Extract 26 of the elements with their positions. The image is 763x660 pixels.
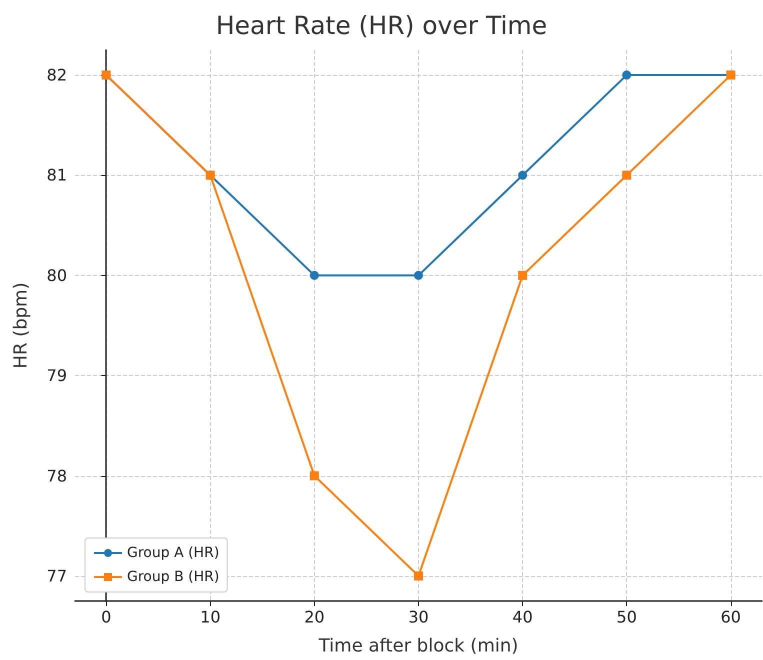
point	[622, 70, 632, 80]
x-tick-label: 50	[616, 608, 637, 626]
x-tick-label: 20	[304, 608, 325, 626]
legend-label: Group B (HR)	[127, 569, 220, 585]
y-tick-label: 81	[46, 166, 67, 185]
y-tick-label: 79	[46, 366, 67, 386]
y-tick-label: 80	[46, 266, 67, 285]
y-tick-label: 82	[46, 66, 67, 85]
x-axis-title: Time after block (min)	[318, 636, 518, 656]
x-tick-label: 10	[200, 608, 220, 626]
point	[414, 270, 423, 280]
point	[518, 270, 528, 280]
x-tick-label: 30	[408, 608, 429, 626]
point	[310, 270, 319, 280]
y-axis-title: HR (bpm)	[10, 282, 32, 369]
x-tick-label: 40	[512, 608, 533, 626]
point	[518, 170, 528, 180]
point	[310, 471, 319, 480]
y-tick-label: 77	[46, 566, 67, 586]
chart-title: Heart Rate (HR) over Time	[216, 11, 548, 40]
point	[622, 170, 632, 180]
y-tick-label: 78	[46, 466, 67, 486]
point	[414, 571, 423, 580]
legend-label: Group A (HR)	[127, 545, 220, 561]
x-tick-label: 0	[101, 608, 112, 626]
x-tick-label: 60	[720, 608, 741, 626]
